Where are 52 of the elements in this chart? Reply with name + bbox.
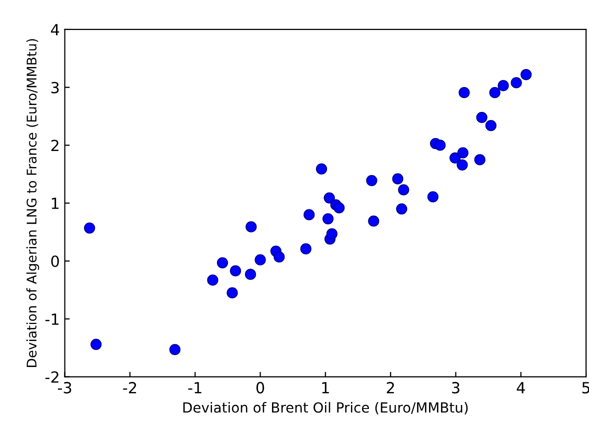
y-tick-label: 2 [51, 140, 58, 152]
point [427, 191, 439, 202]
y-axis-title: Deviation of Algerian LNG to France (Euro/MMBtu) [26, 39, 40, 367]
point [368, 216, 380, 227]
point [434, 140, 446, 151]
point [84, 222, 96, 234]
y-tick-label: -2 [45, 371, 58, 383]
point [392, 173, 404, 184]
x-tick-label: 3 [452, 382, 460, 394]
point [216, 257, 228, 268]
point [498, 80, 509, 92]
point [226, 287, 238, 298]
x-tick-label: -1 [188, 382, 202, 394]
point [246, 221, 257, 232]
y-tick-label: 4 [50, 24, 60, 36]
point [520, 69, 532, 80]
point [366, 174, 378, 186]
point [230, 265, 242, 276]
point [458, 86, 470, 98]
y-tick-label: 0 [51, 255, 59, 268]
point [324, 192, 335, 204]
point [322, 213, 334, 224]
point [334, 202, 345, 214]
point [90, 338, 102, 350]
x-tick-label: -3 [58, 382, 72, 394]
point [244, 268, 256, 280]
point [510, 77, 522, 88]
point [326, 228, 338, 240]
point [304, 209, 315, 220]
point [474, 154, 486, 166]
point [300, 243, 312, 254]
x-axis-title: Deviation of Brent Oil Price (Euro/MMBtu) [183, 402, 468, 414]
x-tick-label: 4 [516, 382, 525, 394]
x-tick-label: -2 [123, 382, 136, 394]
x-tick-label: 0 [256, 382, 264, 394]
point [274, 251, 285, 263]
point [207, 274, 218, 286]
point [476, 112, 488, 124]
point [485, 120, 496, 132]
point [396, 203, 408, 214]
point [457, 147, 468, 158]
y-tick-label: 3 [51, 82, 59, 94]
x-tick-label: 1 [322, 382, 329, 394]
y-tick-label: -1 [45, 314, 59, 325]
point [254, 254, 266, 266]
x-tick-label: 2 [386, 382, 394, 394]
point [456, 159, 468, 170]
y-tick-label: 1 [52, 198, 59, 209]
point [398, 184, 410, 196]
point [489, 86, 500, 98]
point [169, 344, 180, 356]
point [316, 163, 328, 175]
